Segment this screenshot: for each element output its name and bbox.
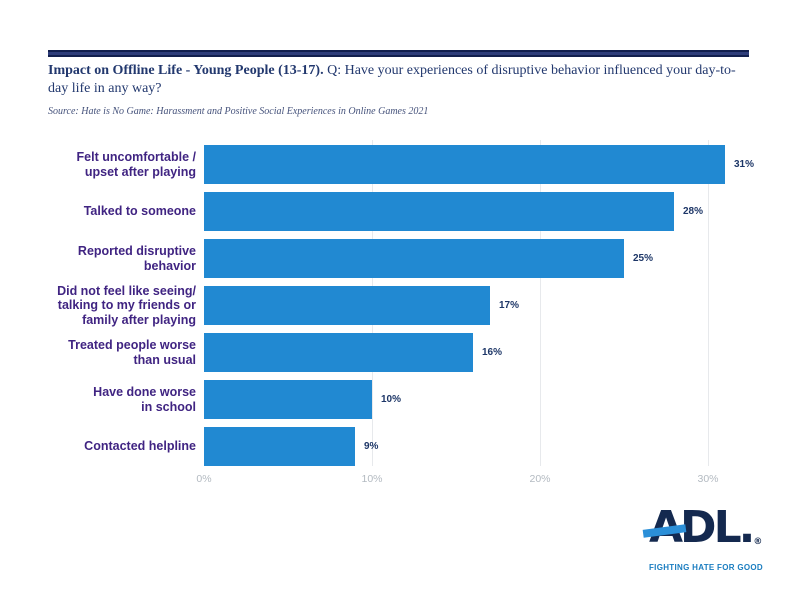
bar-row: Treated people worse than usual 16% (48, 333, 752, 372)
value-label: 25% (633, 253, 654, 264)
adl-wordmark: ADL.® (642, 506, 763, 560)
x-tick-label: 20% (529, 473, 551, 485)
category-label: Felt uncomfortable / upset after playing (76, 150, 196, 179)
bar-rows: Felt uncomfortable / upset after playing… (48, 145, 754, 474)
header-divider-rule (48, 50, 749, 57)
value-label: 28% (683, 206, 704, 217)
value-label: 17% (499, 300, 520, 311)
bar-area: 25% (204, 239, 752, 278)
gridline-20% (540, 140, 541, 466)
gridline-30% (708, 140, 709, 466)
bar-area: 16% (204, 333, 752, 372)
bar-row: Talked to someone 28% (48, 192, 752, 231)
bar (204, 380, 372, 419)
bar-row: Felt uncomfortable / upset after playing… (48, 145, 754, 184)
bar (204, 145, 725, 184)
bar-area: 10% (204, 380, 752, 419)
bar-row: Reported disruptive behavior 25% (48, 239, 752, 278)
value-label: 16% (482, 347, 503, 358)
bar-row: Did not feel like seeing/ talking to my … (48, 283, 752, 327)
source-citation: Source: Hate is No Game: Harassment and … (48, 106, 429, 117)
category-label: Treated people worse than usual (68, 338, 196, 367)
x-tick-label: 0% (196, 473, 212, 485)
bar (204, 239, 624, 278)
x-tick-label: 30% (697, 473, 719, 485)
adl-tagline: FIGHTING HATE FOR GOOD (649, 563, 764, 572)
bar (204, 333, 473, 372)
bar-area: 28% (204, 192, 752, 231)
chart-title-bold: Impact on Offline Life - Young People (1… (48, 63, 324, 78)
bar-area: 17% (204, 286, 752, 325)
x-tick-label: 10% (361, 473, 383, 485)
value-label: 9% (364, 441, 379, 452)
category-label: Talked to someone (83, 204, 196, 219)
bar (204, 427, 355, 466)
bar-area: 31% (204, 145, 754, 184)
category-label: Have done worse in school (93, 385, 196, 414)
category-label: Did not feel like seeing/ talking to my … (57, 283, 196, 327)
bar-chart: Felt uncomfortable / upset after playing… (48, 140, 754, 500)
category-label: Contacted helpline (84, 439, 196, 454)
x-axis: 0% 10% 20% 30% (48, 473, 752, 487)
bar-row: Have done worse in school 10% (48, 380, 752, 419)
bar-area: 9% (204, 427, 752, 466)
value-label: 31% (734, 159, 755, 170)
bar (204, 192, 674, 231)
adl-logo: ADL.® FIGHTING HATE FOR GOOD (642, 506, 764, 572)
value-label: 10% (381, 394, 402, 405)
bar (204, 286, 490, 325)
chart-title-question: Q: Have your experiences of disruptive b… (48, 63, 736, 96)
chart-title: Impact on Offline Life - Young People (1… (48, 62, 754, 97)
category-label: Reported disruptive behavior (77, 244, 196, 273)
registered-trademark-symbol: ® (753, 537, 763, 547)
bar-row: Contacted helpline 9% (48, 427, 752, 466)
